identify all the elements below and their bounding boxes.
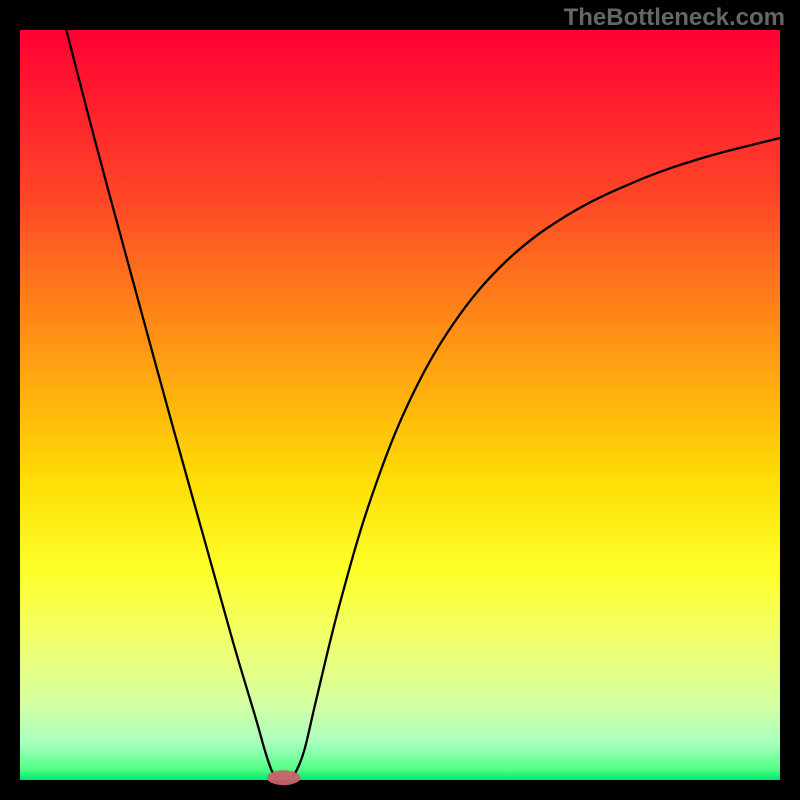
sweet-spot-marker	[267, 770, 300, 785]
chart-container: TheBottleneck.com	[0, 0, 800, 800]
bottleneck-chart	[0, 0, 800, 800]
chart-gradient-background	[20, 30, 780, 780]
watermark-text: TheBottleneck.com	[564, 4, 785, 32]
